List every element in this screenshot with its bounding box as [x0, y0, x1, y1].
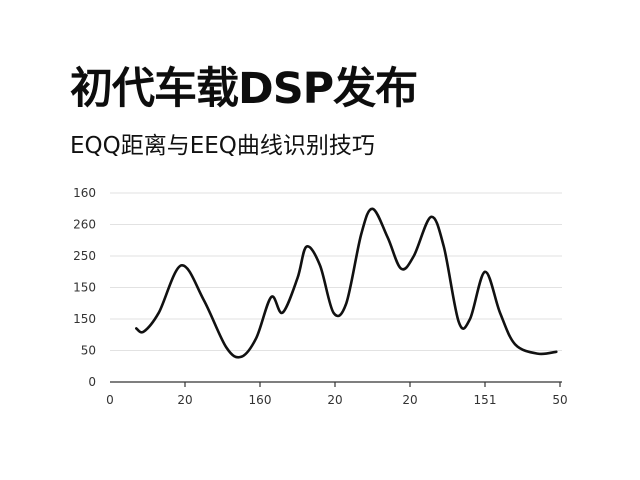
y-tick-label: 150 — [73, 312, 96, 326]
page-title: 初代车载DSP发布 — [70, 64, 418, 114]
y-tick-label: 260 — [73, 218, 96, 232]
y-tick-label: 250 — [73, 249, 96, 263]
y-tick-label: 160 — [73, 186, 96, 200]
axis-layer — [110, 381, 562, 387]
x-tick-label: 160 — [249, 393, 272, 407]
series-layer — [135, 207, 558, 359]
x-tick-label: 151 — [474, 393, 497, 407]
series-line — [135, 207, 558, 359]
page-subtitle: EQQ距离与EEQ曲线识别技巧 — [70, 133, 375, 159]
y-tick-label: 50 — [81, 344, 96, 358]
y-tick-labels: 0 50 150 150 250 260 160 — [73, 186, 96, 389]
x-tick-labels: 0 20 160 20 20 151 50 — [106, 393, 567, 407]
y-tick-label: 150 — [73, 281, 96, 295]
y-tick-label: 0 — [88, 375, 96, 389]
x-tick-label: 20 — [327, 393, 342, 407]
x-tick-label: 0 — [106, 393, 114, 407]
grid-layer — [110, 192, 562, 351]
x-tick-label: 50 — [552, 393, 567, 407]
x-tick-label: 20 — [402, 393, 417, 407]
x-tick-label: 20 — [177, 393, 192, 407]
